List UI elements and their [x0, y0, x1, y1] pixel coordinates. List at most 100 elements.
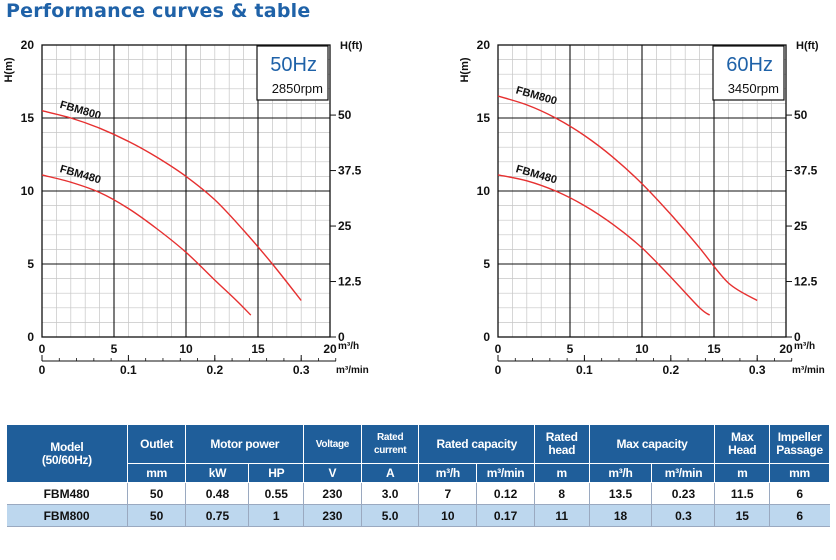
plot-frame [497, 44, 787, 338]
table-cell: 8 [533, 482, 590, 505]
y2-tick-label: 50 [338, 108, 352, 122]
page-title: Performance curves & table [6, 0, 311, 22]
x2-tick-label: 0 [39, 363, 46, 377]
chart-subtitle: 2850rpm [272, 81, 323, 96]
series-line-fbm480 [497, 174, 711, 316]
y2-tick-label: 50 [794, 108, 808, 122]
y-tick-label: 10 [477, 184, 491, 198]
col-impeller-passage: Impeller Passage [769, 424, 830, 464]
table-cell: 0.12 [476, 482, 535, 505]
y2-axis-label: H(ft) [796, 40, 819, 52]
unit-cell: mm [126, 463, 187, 483]
x-tick-label: 15 [251, 342, 265, 356]
x-tick-label: 10 [179, 342, 193, 356]
chart-title-box [712, 45, 785, 101]
series-label-fbm480: FBM480 [514, 163, 558, 186]
unit-cell: kW [185, 463, 250, 483]
chart-title-box [256, 45, 329, 101]
col-model: Model (50/60Hz) [6, 424, 128, 483]
y-tick-label: 20 [477, 38, 491, 52]
series-label-fbm480: FBM480 [58, 163, 102, 186]
y2-tick-label: 37.5 [338, 164, 362, 178]
x2-tick-label: 0.1 [120, 363, 137, 377]
table-cell: 10 [418, 504, 477, 527]
table-row: FBM480 50 0.48 0.55 230 3.0 7 0.12 8 13.… [6, 482, 830, 505]
x2-axis-label: m³/min [792, 365, 825, 376]
y2-tick-label: 25 [794, 219, 808, 233]
x-tick-label: 5 [111, 342, 118, 356]
table-cell: 3.0 [360, 482, 419, 505]
y2-axis-label: H(ft) [340, 40, 363, 52]
col-voltage: Voltage [303, 424, 362, 464]
chart-subtitle: 3450rpm [728, 81, 779, 96]
y2-tick-label: 0 [338, 330, 345, 344]
table-cell: 50 [126, 482, 186, 505]
unit-cell: m³/h [418, 463, 478, 483]
y-tick-label: 15 [477, 111, 491, 125]
x-tick-label: 10 [635, 342, 649, 356]
y2-tick-label: 12.5 [338, 275, 362, 289]
y2-tick-label: 37.5 [794, 164, 818, 178]
table-cell: 0.48 [185, 482, 249, 505]
table-cell: 11 [533, 504, 590, 527]
y-tick-label: 15 [21, 111, 35, 125]
unit-cell: V [303, 463, 362, 483]
unit-cell: m [714, 463, 771, 483]
x2-tick-label: 0.2 [206, 363, 223, 377]
y-axis-label: H(m) [459, 57, 471, 82]
table-cell: 11.5 [714, 482, 770, 505]
unit-cell: m [533, 463, 590, 483]
table-units-row: mm kW HP V A m³/h m³/min m m³/h m³/min m… [7, 463, 830, 483]
x2-tick-label: 0.1 [576, 363, 593, 377]
unit-cell: m³/min [651, 463, 716, 483]
x2-tick-label: 0.2 [662, 363, 679, 377]
unit-cell: m³/h [588, 463, 653, 483]
table-cell: 230 [303, 504, 362, 527]
table-cell: 13.5 [588, 482, 652, 505]
table-cell: 0.23 [651, 482, 715, 505]
y2-tick-label: 12.5 [794, 275, 818, 289]
y-tick-label: 0 [27, 330, 34, 344]
x-tick-label: 0 [39, 342, 46, 356]
col-rated-head: Rated head [533, 424, 590, 464]
spec-table: Model (50/60Hz) Outlet Motor power Volta… [6, 424, 830, 527]
x2-axis-label: m³/min [336, 365, 369, 376]
col-rated-current: Rated current [360, 424, 420, 464]
table-cell: 18 [588, 504, 652, 527]
unit-cell: m³/min [476, 463, 535, 483]
col-rated-capacity: Rated capacity [418, 424, 535, 464]
plot-frame [41, 44, 331, 338]
col-max-capacity: Max capacity [588, 424, 716, 464]
series-line-fbm480 [41, 174, 252, 316]
table-cell: 0.17 [476, 504, 535, 527]
table-cell: 0.55 [248, 482, 304, 505]
x-tick-label: 20 [323, 342, 337, 356]
unit-cell: A [360, 463, 420, 483]
table-cell: FBM480 [6, 482, 128, 505]
x-tick-label: 15 [707, 342, 721, 356]
series-line-fbm800 [497, 95, 758, 302]
spec-table-container: Model (50/60Hz) Outlet Motor power Volta… [6, 424, 830, 527]
unit-cell: HP [248, 463, 305, 483]
y2-tick-label: 25 [338, 219, 352, 233]
x-tick-label: 20 [779, 342, 793, 356]
table-cell: 5.0 [360, 504, 419, 527]
chart-title: 50Hz [270, 54, 317, 76]
series-label-fbm800: FBM800 [58, 99, 102, 122]
table-cell: 230 [303, 482, 362, 505]
y-tick-label: 10 [21, 184, 35, 198]
x-axis-label: m³/h [338, 341, 359, 352]
y-tick-label: 20 [21, 38, 35, 52]
table-cell: 15 [714, 504, 770, 527]
table-cell: FBM800 [6, 504, 128, 527]
table-cell: 6 [769, 504, 830, 527]
col-outlet: Outlet [126, 424, 187, 464]
table-cell: 6 [769, 482, 830, 505]
table-row: FBM800 50 0.75 1 230 5.0 10 0.17 11 18 0… [6, 504, 830, 527]
y2-tick-label: 0 [794, 330, 801, 344]
y-tick-label: 5 [483, 257, 490, 271]
table-cell: 0.75 [185, 504, 249, 527]
series-label-fbm800: FBM800 [514, 84, 558, 107]
y-axis-label: H(m) [3, 57, 15, 82]
